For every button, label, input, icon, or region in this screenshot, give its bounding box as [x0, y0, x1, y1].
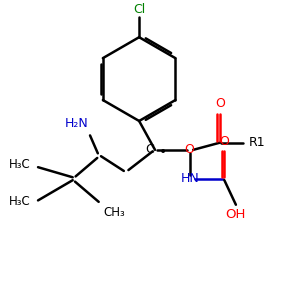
Text: O: O — [185, 143, 195, 156]
Text: H₃C: H₃C — [9, 158, 31, 171]
Text: CH₃: CH₃ — [103, 206, 125, 219]
Text: H₂N: H₂N — [65, 117, 88, 130]
Text: HN: HN — [180, 172, 199, 185]
Text: O: O — [219, 134, 229, 148]
Text: C: C — [145, 143, 154, 156]
Text: OH: OH — [226, 208, 246, 220]
Text: •: • — [159, 145, 167, 159]
Text: Cl: Cl — [133, 2, 145, 16]
Text: R1: R1 — [249, 136, 266, 149]
Text: O: O — [215, 97, 225, 110]
Text: H₃C: H₃C — [9, 195, 31, 208]
